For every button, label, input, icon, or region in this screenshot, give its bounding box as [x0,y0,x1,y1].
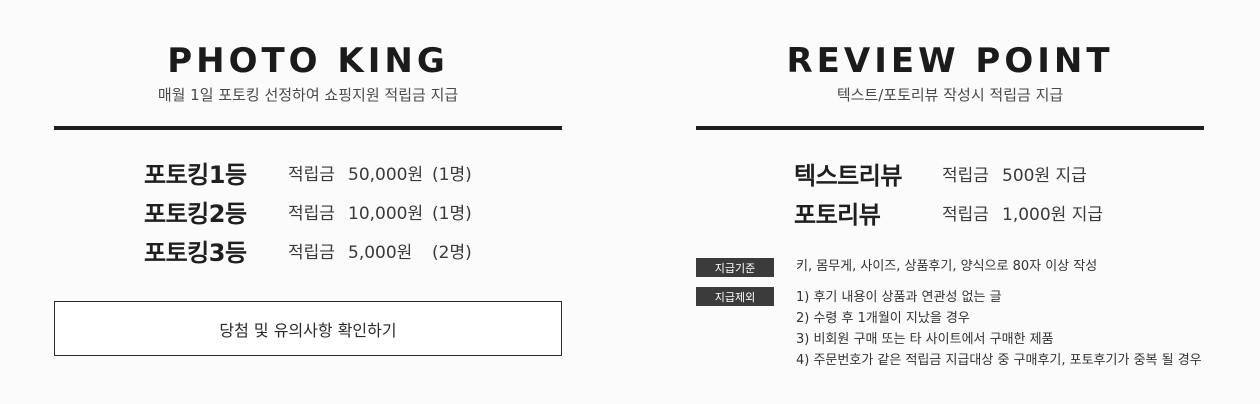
review-reward-text: 텍스트리뷰 적립금 500원 지급 [794,156,1087,190]
prize-count: (1명) [432,164,472,185]
review-point-panel: REVIEW POINT 텍스트/포토리뷰 작성시 적립금 지급 텍스트리뷰 적… [696,0,1204,404]
prize-amount: 50,000원 [348,164,424,185]
exclusion-item: 2) 수령 후 1개월이 지났을 경우 [796,311,970,326]
prize-rank: 포토킹1등 [144,160,247,189]
prize-label: 적립금 [288,242,335,263]
prize-label: 적립금 [288,203,335,224]
review-point-divider [696,126,1204,130]
exclusion-tag: 지급제외 [696,287,774,306]
criteria-tag: 지급기준 [696,258,774,277]
photo-king-subtitle: 매월 1일 포토킹 선정하여 쇼핑지원 적립금 지급 [157,86,459,104]
prize-rank: 포토킹3등 [144,238,247,267]
review-reward-photo: 포토리뷰 적립금 1,000원 지급 [794,195,1103,229]
exclusion-item: 4) 주문번호가 같은 적립금 지급대상 중 구매후기, 포토후기가 중복 될 … [796,353,1202,368]
criteria-text: 키, 몸무게, 사이즈, 상품후기, 양식으로 80자 이상 작성 [796,259,1098,274]
review-amount: 1,000원 지급 [1002,204,1103,225]
review-type: 포토리뷰 [794,200,881,229]
photo-king-title: PHOTO KING [167,41,449,81]
review-type: 텍스트리뷰 [794,161,902,190]
prize-count: (1명) [432,203,472,224]
review-amount: 500원 지급 [1002,165,1087,186]
review-point-title: REVIEW POINT [786,41,1114,81]
prize-rank: 포토킹2등 [144,199,247,228]
exclusion-list: 1) 후기 내용이 상품과 연관성 없는 글 2) 수령 후 1개월이 지났을 … [796,287,1202,371]
prize-amount: 5,000원 [348,242,413,263]
prize-row-2: 포토킹2등 적립금 10,000원 (1명) [144,194,472,228]
prize-amount: 10,000원 [348,203,424,224]
review-label: 적립금 [942,204,989,225]
photo-king-panel: PHOTO KING 매월 1일 포토킹 선정하여 쇼핑지원 적립금 지급 포토… [54,0,562,404]
check-notice-button[interactable]: 당첨 및 유의사항 확인하기 [54,301,562,356]
exclusion-item: 1) 후기 내용이 상품과 연관성 없는 글 [796,290,1002,305]
prize-count: (2명) [432,242,472,263]
exclusion-item: 3) 비회원 구매 또는 타 사이트에서 구매한 제품 [796,332,1054,347]
review-label: 적립금 [942,165,989,186]
prize-label: 적립금 [288,164,335,185]
photo-king-divider [54,126,562,130]
prize-row-1: 포토킹1등 적립금 50,000원 (1명) [144,155,472,189]
prize-row-3: 포토킹3등 적립금 5,000원 (2명) [144,233,472,267]
review-point-subtitle: 텍스트/포토리뷰 작성시 적립금 지급 [836,86,1064,104]
